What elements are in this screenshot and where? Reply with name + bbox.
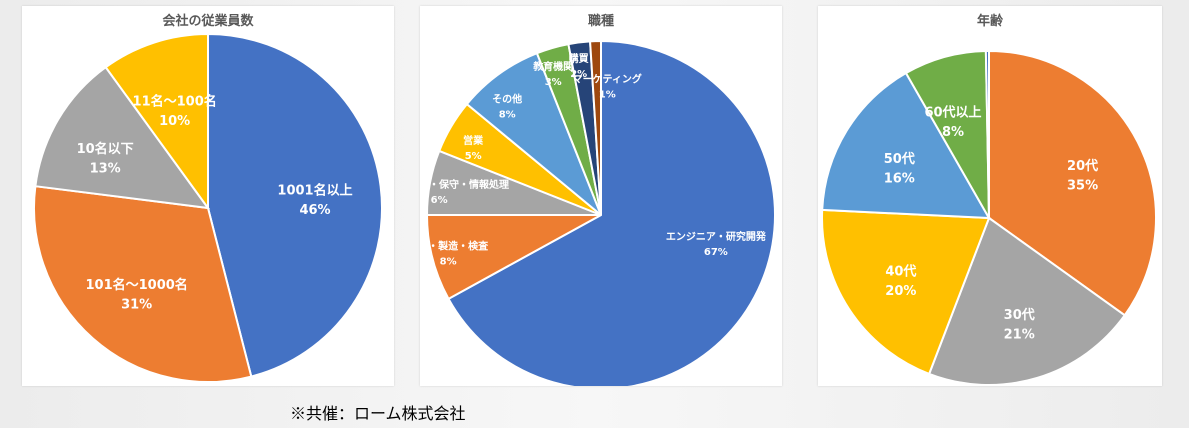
occupation-chart-panel: 職種 エンジニア・研究開発 67% 生産・製造・検査 8% システム設計・保守・情報処理… — [420, 6, 782, 386]
pie-slice — [104, 32, 209, 212]
slice-percent-label: 21% — [1004, 327, 1035, 342]
slice-category-label: 40代 — [885, 263, 916, 279]
slice-label: システム設計・保守・情報処理 6% — [420, 178, 509, 206]
slice-percent-label: 3% — [545, 77, 562, 88]
slice-category-label: 1001名以上 — [277, 182, 352, 198]
slice-label: 教育機関 3% — [532, 60, 573, 88]
slice-percent-label: 8% — [440, 257, 457, 268]
slice-category-label: エンジニア・研究開発 — [666, 230, 767, 243]
slice-percent-label: 67% — [704, 247, 728, 258]
slice-label: 50代 16% — [884, 151, 915, 187]
slice-label: その他 8% — [492, 92, 522, 120]
slice-label: マーケティング 1% — [573, 73, 642, 101]
slice-percent-label: 16% — [884, 172, 915, 187]
occupation-pie: エンジニア・研究開発 67% 生産・製造・検査 8% システム設計・保守・情報処理 6% 営… — [420, 39, 776, 386]
pie-slice — [34, 65, 211, 210]
slice-percent-label: 10% — [159, 114, 190, 129]
slice-label: 30代 21% — [1004, 307, 1035, 343]
slice-category-label: 101名〜1000名 — [85, 277, 187, 293]
slice-percent-label: 8% — [499, 109, 516, 120]
pie-slice — [984, 49, 990, 219]
slice-label: 購買 2% — [568, 52, 589, 80]
pie-slices — [33, 32, 383, 383]
slice-label: 40代 20% — [885, 263, 916, 299]
pie-labels: 1001名以上 46%101名〜1000名 31%10名以下 13%11名〜100名 1… — [77, 93, 353, 312]
slice-label: 10名以下 13% — [77, 141, 134, 177]
pie-slice — [988, 49, 1157, 317]
slice-label: 101名〜1000名 31% — [85, 277, 187, 313]
slice-category-label: 生産・製造・検査 — [420, 240, 489, 253]
slice-percent-label: 31% — [121, 297, 152, 312]
pie-slice — [821, 208, 991, 376]
slice-percent-label: 46% — [299, 203, 330, 218]
slice-label: 営業 5% — [463, 134, 484, 162]
slice-percent-label: 13% — [90, 162, 121, 177]
slice-percent-label: 5% — [465, 151, 482, 162]
slice-category-label: 購買 — [568, 52, 589, 65]
pie-labels: エンジニア・研究開発 67% 生産・製造・検査 8% システム設計・保守・情報処理 6% 営… — [420, 52, 767, 268]
slice-category-label: システム設計・保守・情報処理 — [420, 178, 509, 191]
slice-category-label: マーケティング — [573, 73, 642, 86]
slice-percent-label: 35% — [1067, 178, 1098, 193]
pie-slice — [447, 39, 776, 386]
chart-title: 年齢 — [976, 14, 1003, 29]
slice-category-label: 50代 — [884, 151, 915, 167]
slice-label: 20代 35% — [1067, 158, 1098, 194]
pie-slice — [927, 216, 1127, 386]
chart-title: 職種 — [587, 14, 614, 29]
slice-category-label: 30代 — [1004, 307, 1035, 323]
slice-percent-label: 8% — [942, 125, 964, 140]
pie-slice — [33, 185, 253, 383]
slice-label: 11名〜100名 10% — [133, 93, 217, 129]
slice-percent-label: 6% — [431, 195, 448, 206]
slice-category-label: 10名以下 — [77, 141, 134, 157]
slice-percent-label: 2% — [570, 69, 587, 80]
slice-label: 60代以上 8% — [924, 105, 981, 141]
age-pie: 20代 35%30代 21%40代 20%50代 16%60代以上 8% — [821, 49, 1157, 386]
pie-slice — [589, 39, 602, 216]
employees-chart-panel: 会社の従業員数 1001名以上 46% 101名〜1000名 31% 10名以下 13% 1… — [22, 6, 394, 386]
slice-category-label: 20代 — [1067, 158, 1098, 174]
footnote: ※共催：ローム株式会社 — [290, 404, 466, 423]
slice-label: 生産・製造・検査 8% — [420, 240, 489, 268]
slice-category-label: 営業 — [463, 134, 484, 147]
slice-label: 1001名以上 46% — [277, 182, 352, 218]
employees-pie: 1001名以上 46%101名〜1000名 31%10名以下 13%11名〜100名 1… — [33, 32, 383, 383]
slice-percent-label: 20% — [885, 284, 916, 299]
slice-category-label: 教育機関 — [532, 60, 573, 73]
age-chart-panel: 年齢 20代 35% 30代 21% 40代 20% 50代 16% 60代以上 8% — [818, 6, 1162, 386]
pie-slices — [425, 39, 776, 386]
pie-slice — [207, 32, 383, 378]
pie-labels: 20代 35%30代 21%40代 20%50代 16%60代以上 8% — [884, 105, 1098, 343]
slice-category-label: 60代以上 — [924, 105, 981, 121]
slice-label: エンジニア・研究開発 67% — [666, 230, 767, 258]
slice-category-label: 11名〜100名 — [133, 93, 217, 109]
chart-title: 会社の従業員数 — [162, 14, 254, 29]
pie-slices — [821, 49, 1157, 386]
slice-percent-label: 1% — [599, 90, 616, 101]
slice-category-label: その他 — [492, 92, 522, 105]
pie-slice — [821, 71, 991, 220]
